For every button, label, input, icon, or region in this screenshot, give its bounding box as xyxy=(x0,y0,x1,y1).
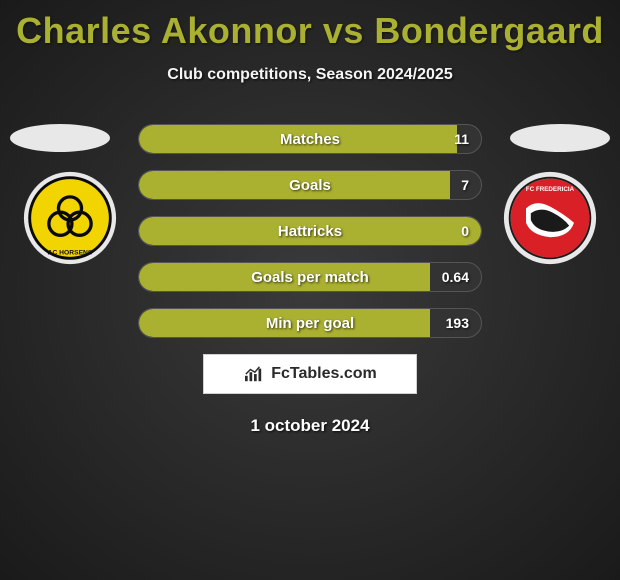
stat-row: Min per goal 193 xyxy=(138,308,482,338)
page-title: Charles Akonnor vs Bondergaard xyxy=(0,0,620,52)
stats-list: Matches 11 Goals 7 Hattricks 0 Goals per… xyxy=(138,124,482,338)
stat-row: Matches 11 xyxy=(138,124,482,154)
team-left-logo: AC HORSENS xyxy=(22,170,118,266)
stat-right-value: 0 xyxy=(461,217,469,245)
stat-row: Goals 7 xyxy=(138,170,482,200)
page-subtitle: Club competitions, Season 2024/2025 xyxy=(0,66,620,84)
horsens-badge-icon: AC HORSENS xyxy=(22,170,118,266)
svg-text:AC HORSENS: AC HORSENS xyxy=(48,249,93,256)
fredericia-badge-icon: FC FREDERICIA xyxy=(502,170,598,266)
attribution-text: FcTables.com xyxy=(271,365,377,383)
snapshot-date: 1 october 2024 xyxy=(0,416,620,436)
team-right-logo: FC FREDERICIA xyxy=(502,170,598,266)
stat-label: Goals per match xyxy=(139,263,481,291)
stat-right-value: 7 xyxy=(461,171,469,199)
chart-icon xyxy=(243,365,265,383)
comparison-panel: AC HORSENS FC FREDERICIA Matches 11 Goal… xyxy=(0,124,620,436)
stat-label: Hattricks xyxy=(139,217,481,245)
stat-label: Min per goal xyxy=(139,309,481,337)
stat-label: Matches xyxy=(139,125,481,153)
player-left-marker xyxy=(10,124,110,152)
stat-label: Goals xyxy=(139,171,481,199)
stat-right-value: 11 xyxy=(454,125,469,153)
stat-right-value: 193 xyxy=(446,309,469,337)
player-right-marker xyxy=(510,124,610,152)
svg-text:FC FREDERICIA: FC FREDERICIA xyxy=(526,186,575,193)
attribution-badge: FcTables.com xyxy=(203,354,417,394)
stat-right-value: 0.64 xyxy=(442,263,469,291)
stat-row: Hattricks 0 xyxy=(138,216,482,246)
stat-row: Goals per match 0.64 xyxy=(138,262,482,292)
